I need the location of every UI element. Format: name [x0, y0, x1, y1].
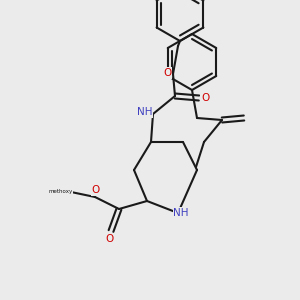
Text: O: O	[163, 68, 171, 78]
Text: NH: NH	[173, 208, 189, 218]
Text: O: O	[105, 234, 113, 244]
Text: O: O	[92, 185, 100, 195]
Text: O: O	[201, 93, 209, 103]
Text: NH: NH	[137, 107, 153, 117]
Text: methoxy: methoxy	[49, 190, 73, 194]
